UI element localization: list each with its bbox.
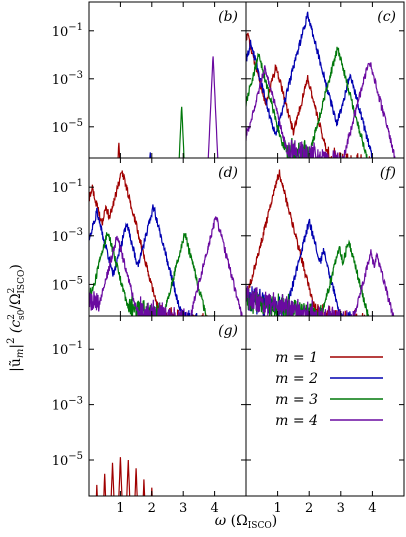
panel-c-label: (c) — [377, 9, 396, 25]
panel-g-xtick-label: 2 — [148, 501, 156, 516]
legend-label: m = 4 — [275, 413, 318, 429]
panel-b: 10−1 10−3 10−5 (b) — [52, 2, 246, 182]
panel-c: (c) — [246, 2, 404, 182]
panel-legend-xtick-label: 2 — [305, 501, 313, 516]
panel-d-ytick-label: 10−3 — [52, 227, 83, 245]
panel-d-label: (d) — [218, 165, 238, 181]
panel-b-label: (b) — [218, 9, 238, 25]
panel-b-ytick-label: 10−3 — [52, 70, 83, 88]
panel-legend-background — [246, 316, 404, 496]
panel-d: 10−1 10−3 10−5 (d) — [52, 158, 246, 340]
panel-g-ytick-label: 10−1 — [52, 340, 83, 358]
panel-g-ytick-label: 10−3 — [52, 396, 83, 414]
panel-g-xtick-label: 1 — [116, 501, 124, 516]
panel-g-label: (g) — [218, 323, 238, 339]
panel-d-ytick-label: 10−5 — [52, 275, 83, 293]
panel-f: (f) — [246, 158, 404, 340]
x-axis-label: ω (ΩISCO) — [215, 513, 277, 531]
panel-b-ytick-label: 10−5 — [52, 118, 83, 136]
panel-b-background — [89, 2, 246, 158]
panels-layer: 10−1 10−3 10−5 (b) (c) 10−1 10−3 10−5 (d) (f) 10−1… — [52, 2, 404, 523]
legend-label: m = 2 — [275, 371, 318, 387]
panel-f-background — [246, 158, 404, 316]
panel-d-ytick-label: 10−1 — [52, 178, 83, 196]
panel-legend-xtick-label: 4 — [368, 501, 376, 516]
panel-legend-xtick-label: 3 — [337, 501, 345, 516]
panel-f-label: (f) — [380, 165, 396, 181]
panel-g-ytick-label: 10−5 — [52, 451, 83, 469]
y-axis-label: |ũm|2 (c2s0/Ω2ISCO) — [6, 264, 27, 372]
legend-label: m = 1 — [275, 350, 318, 366]
legend-label: m = 3 — [275, 392, 318, 408]
panel-b-ytick-label: 10−1 — [52, 22, 83, 40]
panel-g-xtick-label: 3 — [179, 501, 187, 516]
